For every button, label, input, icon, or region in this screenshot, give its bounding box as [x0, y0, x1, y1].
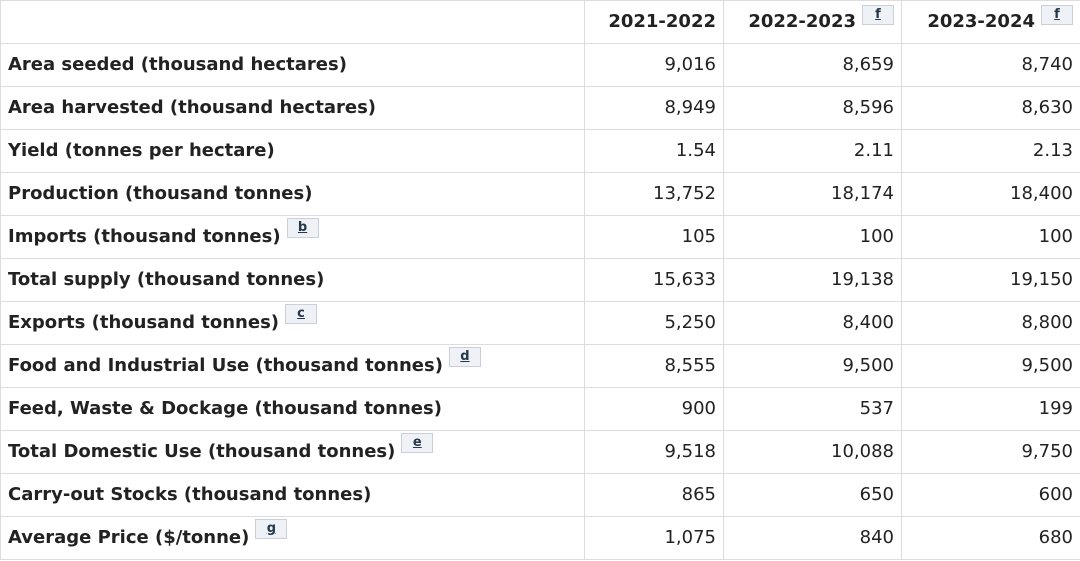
table-row: Yield (tonnes per hectare) 1.54 2.11 2.13: [0, 129, 1080, 173]
value-cell: 8,659: [723, 43, 902, 87]
value-cell: 8,596: [723, 86, 902, 130]
value-cell: 650: [723, 473, 902, 517]
row-label-cell: Total supply (thousand tonnes): [0, 258, 585, 302]
row-label: Total Domestic Use (thousand tonnes): [8, 441, 396, 462]
column-header-2021-2022: 2021-2022: [584, 0, 724, 44]
value-cell: 600: [901, 473, 1080, 517]
column-header-2022-2023: 2022-2023 f: [723, 0, 902, 44]
value-cell: 18,174: [723, 172, 902, 216]
header-blank-cell: [0, 0, 585, 44]
footnote-link-e[interactable]: e: [401, 433, 434, 453]
value-cell: 900: [584, 387, 724, 431]
value-cell: 9,500: [901, 344, 1080, 388]
table-row: Area seeded (thousand hectares) 9,016 8,65…: [0, 43, 1080, 87]
value-cell: 537: [723, 387, 902, 431]
row-label: Feed, Waste & Dockage (thousand tonnes): [8, 398, 442, 419]
value-cell: 10,088: [723, 430, 902, 474]
row-label-cell: Area harvested (thousand hectares): [0, 86, 585, 130]
table-row: Total Domestic Use (thousand tonnes) e 9,5…: [0, 430, 1080, 474]
table-row: Feed, Waste & Dockage (thousand tonnes) 9…: [0, 387, 1080, 431]
value-cell: 865: [584, 473, 724, 517]
value-cell: 8,740: [901, 43, 1080, 87]
value-cell: 199: [901, 387, 1080, 431]
value-cell: 18,400: [901, 172, 1080, 216]
value-cell: 2.11: [723, 129, 902, 173]
footnote-link-b[interactable]: b: [286, 218, 319, 238]
value-cell: 8,800: [901, 301, 1080, 345]
footnote-link-g[interactable]: g: [255, 519, 288, 539]
row-label-cell: Exports (thousand tonnes) c: [0, 301, 585, 345]
value-cell: 680: [901, 516, 1080, 560]
table-body: Area seeded (thousand hectares) 9,016 8,65…: [0, 43, 1080, 560]
column-header-label: 2021-2022: [608, 11, 716, 32]
value-cell: 19,150: [901, 258, 1080, 302]
row-label: Area seeded (thousand hectares): [8, 54, 347, 75]
row-label-cell: Average Price ($/tonne) g: [0, 516, 585, 560]
footnote-link-f[interactable]: f: [862, 5, 894, 25]
value-cell: 9,500: [723, 344, 902, 388]
table-row: Imports (thousand tonnes) b 105 100 100: [0, 215, 1080, 259]
value-cell: 5,250: [584, 301, 724, 345]
value-cell: 8,555: [584, 344, 724, 388]
footnote-link-f[interactable]: f: [1041, 5, 1073, 25]
row-label: Area harvested (thousand hectares): [8, 97, 377, 118]
value-cell: 8,949: [584, 86, 724, 130]
value-cell: 15,633: [584, 258, 724, 302]
row-label-cell: Carry-out Stocks (thousand tonnes): [0, 473, 585, 517]
value-cell: 13,752: [584, 172, 724, 216]
row-label: Production (thousand tonnes): [8, 183, 313, 204]
row-label: Exports (thousand tonnes): [8, 312, 280, 333]
column-header-label: 2023-2024: [927, 11, 1035, 32]
value-cell: 1,075: [584, 516, 724, 560]
table-row: Average Price ($/tonne) g 1,075 840 680: [0, 516, 1080, 560]
value-cell: 2.13: [901, 129, 1080, 173]
value-cell: 105: [584, 215, 724, 259]
value-cell: 8,630: [901, 86, 1080, 130]
row-label-cell: Yield (tonnes per hectare): [0, 129, 585, 173]
row-label: Average Price ($/tonne): [8, 527, 250, 548]
row-label-cell: Imports (thousand tonnes) b: [0, 215, 585, 259]
table-row: Exports (thousand tonnes) c 5,250 8,400 8,80…: [0, 301, 1080, 345]
row-label: Total supply (thousand tonnes): [8, 269, 325, 290]
value-cell: 9,518: [584, 430, 724, 474]
value-cell: 9,016: [584, 43, 724, 87]
row-label-cell: Area seeded (thousand hectares): [0, 43, 585, 87]
value-cell: 100: [723, 215, 902, 259]
row-label: Yield (tonnes per hectare): [8, 140, 275, 161]
footnote-link-c[interactable]: c: [285, 304, 318, 324]
footnote-link-d[interactable]: d: [448, 347, 481, 367]
table-row: Area harvested (thousand hectares) 8,949 8…: [0, 86, 1080, 130]
row-label-cell: Production (thousand tonnes): [0, 172, 585, 216]
value-cell: 8,400: [723, 301, 902, 345]
value-cell: 100: [901, 215, 1080, 259]
value-cell: 9,750: [901, 430, 1080, 474]
table-row: Production (thousand tonnes) 13,752 18,174…: [0, 172, 1080, 216]
table-row: Total supply (thousand tonnes) 15,633 19,1…: [0, 258, 1080, 302]
header-row: 2021-2022 2022-2023 f 2023-2024 f: [0, 0, 1080, 44]
value-cell: 1.54: [584, 129, 724, 173]
row-label-cell: Feed, Waste & Dockage (thousand tonnes): [0, 387, 585, 431]
row-label-cell: Total Domestic Use (thousand tonnes) e: [0, 430, 585, 474]
column-header-label: 2022-2023: [748, 11, 856, 32]
value-cell: 840: [723, 516, 902, 560]
row-label: Carry-out Stocks (thousand tonnes): [8, 484, 372, 505]
table-row: Food and Industrial Use (thousand tonnes…: [0, 344, 1080, 388]
table-header: 2021-2022 2022-2023 f 2023-2024 f: [0, 0, 1080, 44]
row-label-cell: Food and Industrial Use (thousand tonnes…: [0, 344, 585, 388]
table-row: Carry-out Stocks (thousand tonnes) 865 650…: [0, 473, 1080, 517]
column-header-2023-2024: 2023-2024 f: [901, 0, 1080, 44]
row-label: Food and Industrial Use (thousand tonnes…: [8, 355, 443, 376]
row-label: Imports (thousand tonnes): [8, 226, 281, 247]
value-cell: 19,138: [723, 258, 902, 302]
